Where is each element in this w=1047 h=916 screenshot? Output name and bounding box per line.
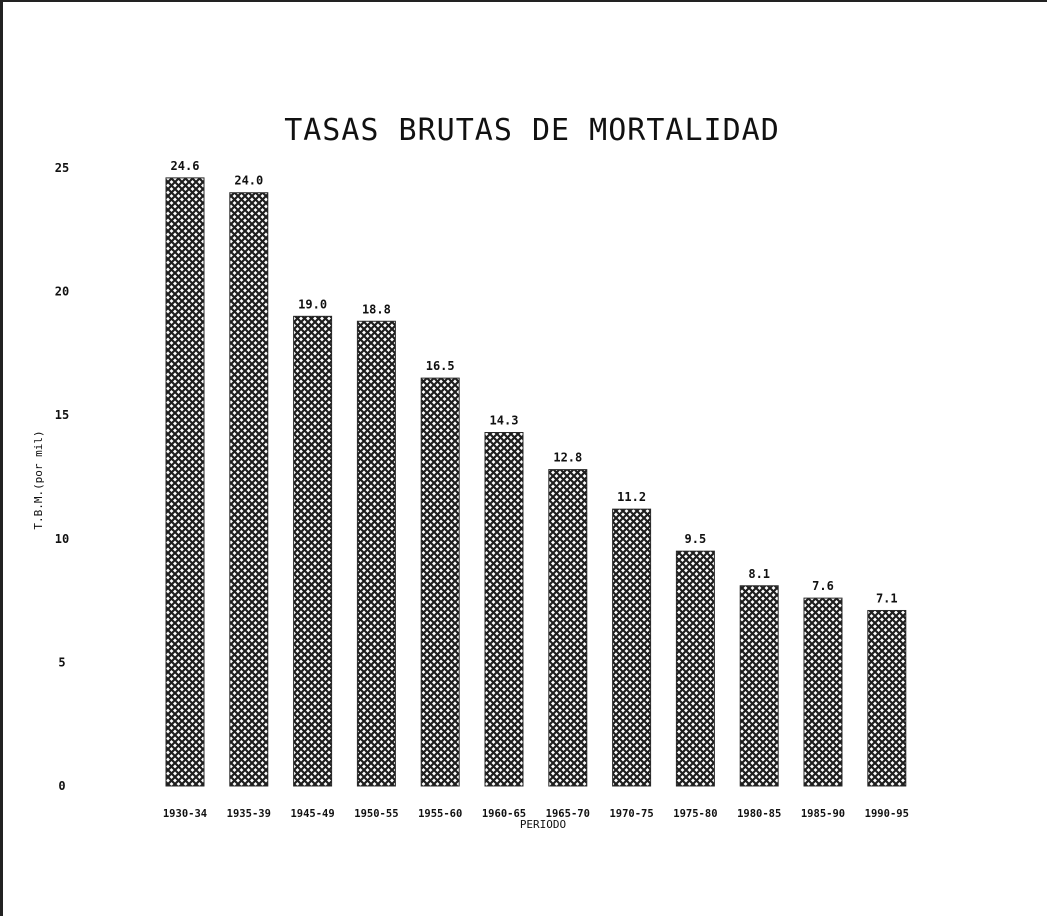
x-tick-label: 1980-85 — [737, 808, 781, 820]
bar-value-label: 24.6 — [171, 159, 200, 173]
bar-value-label: 9.5 — [685, 532, 707, 546]
bar — [803, 597, 843, 787]
category-labels-group: 1930-34 1935-39 1945-49 1950-55 1955-60 1960-… — [163, 808, 909, 820]
bar-value-label: 11.2 — [617, 490, 646, 504]
bar-value-label: 16.5 — [426, 359, 455, 373]
x-tick-label: 1955-60 — [418, 808, 462, 820]
y-axis-label: T.B.M.(por mil) — [32, 430, 45, 529]
bars-group — [165, 177, 907, 787]
x-tick-label: 1930-34 — [163, 808, 207, 820]
y-tick-label: 5 — [58, 655, 65, 669]
bar-value-label: 14.3 — [490, 414, 519, 428]
x-tick-label: 1950-55 — [354, 808, 398, 820]
x-tick-label: 1965-70 — [546, 808, 590, 820]
bar-value-label: 7.1 — [876, 591, 898, 605]
x-tick-label: 1990-95 — [865, 808, 909, 820]
bar — [293, 315, 333, 787]
value-labels-group: 24.6 24.0 19.0 18.8 16.5 14.3 12.8 11.2 9.5 8.1 7.… — [171, 159, 898, 606]
bar-value-label: 18.8 — [362, 302, 391, 316]
bar-value-label: 7.6 — [812, 579, 834, 593]
bar — [675, 550, 715, 787]
bar — [867, 609, 907, 787]
x-tick-label: 1960-65 — [482, 808, 526, 820]
bar-value-label: 24.0 — [234, 174, 263, 188]
y-tick-label: 15 — [55, 408, 69, 422]
y-tick-label: 20 — [55, 285, 69, 299]
x-tick-label: 1975-80 — [673, 808, 717, 820]
x-tick-label: 1945-49 — [290, 808, 334, 820]
bar — [612, 508, 652, 787]
bar — [165, 177, 205, 787]
y-axis-ticks: 0 5 10 15 20 25 — [55, 161, 69, 793]
bar — [420, 377, 460, 787]
bar — [356, 320, 396, 787]
x-axis-label: PERIODO — [520, 818, 566, 831]
bar — [548, 469, 588, 787]
bar — [484, 432, 524, 787]
x-tick-label: 1935-39 — [227, 808, 271, 820]
x-tick-label: 1970-75 — [609, 808, 653, 820]
y-tick-label: 25 — [55, 161, 69, 175]
bar-value-label: 12.8 — [553, 451, 582, 465]
bar — [229, 192, 269, 787]
y-tick-label: 0 — [58, 779, 65, 793]
bar-value-label: 19.0 — [298, 297, 327, 311]
bar — [739, 585, 779, 787]
bar-value-label: 8.1 — [748, 567, 770, 581]
x-tick-label: 1985-90 — [801, 808, 845, 820]
chart-title: TASAS BRUTAS DE MORTALIDAD — [284, 113, 780, 148]
y-tick-label: 10 — [55, 532, 69, 546]
